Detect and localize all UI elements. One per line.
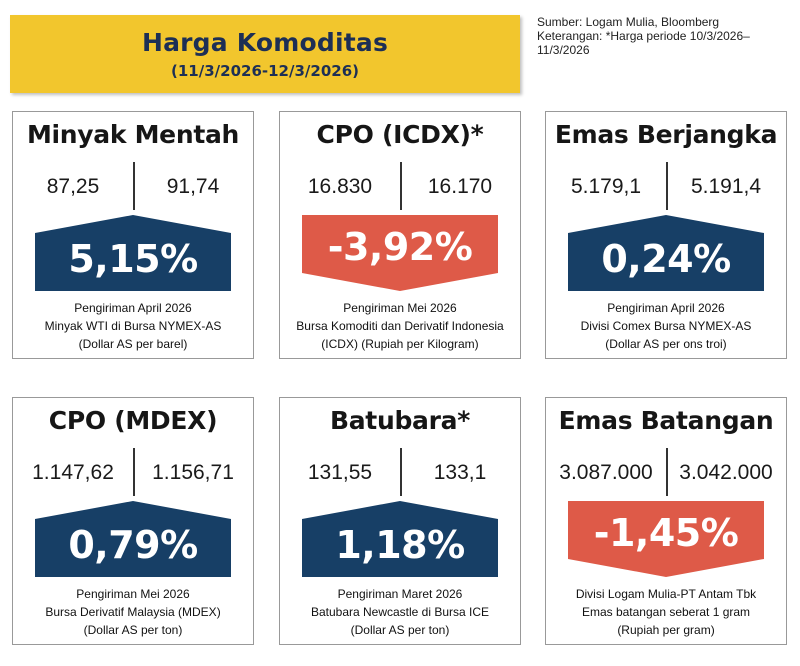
card-title: CPO (ICDX)* <box>316 120 484 149</box>
previous-price: 1.147,62 <box>32 461 114 484</box>
card-title: Emas Batangan <box>558 406 774 435</box>
change-percent: -3,92% <box>327 225 473 269</box>
note-line-continued: 11/3/2026 <box>537 43 590 57</box>
page-title: Harga Komoditas <box>141 28 389 57</box>
price-divider <box>133 448 135 496</box>
current-price: 1.156,71 <box>152 461 234 484</box>
commodity-card-batubara: Batubara* 131,55 133,1 1,18% Pengiriman … <box>279 397 521 645</box>
change-percent: 1,18% <box>335 523 465 567</box>
current-price: 16.170 <box>427 175 493 198</box>
change-indicator: 5,15% <box>35 215 231 291</box>
change-indicator: 1,18% <box>302 501 498 577</box>
change-indicator: -1,45% <box>568 501 764 577</box>
down-arrow-shape <box>302 215 498 291</box>
previous-price: 87,25 <box>46 175 100 198</box>
description-line-3: (ICDX) (Rupiah per Kilogram) <box>321 337 479 351</box>
description-line-1: Pengiriman Mei 2026 <box>76 587 190 601</box>
price-divider <box>133 162 135 210</box>
description-line-3: (Dollar AS per ton) <box>83 623 183 637</box>
commodity-card-emas-batangan: Emas Batangan 3.087.000 3.042.000 -1,45%… <box>545 397 787 645</box>
description-line-3: (Rupiah per gram) <box>617 623 715 637</box>
commodity-card-cpo-icdx: CPO (ICDX)* 16.830 16.170 -3,92% Pengiri… <box>279 111 521 359</box>
change-percent: 5,15% <box>68 237 198 281</box>
change-indicator: 0,24% <box>568 215 764 291</box>
current-price: 3.042.000 <box>679 461 773 484</box>
commodity-card-emas-berjangka: Emas Berjangka 5.179,1 5.191,4 0,24% Pen… <box>545 111 787 359</box>
source-note: Sumber: Logam Mulia, Bloomberg Keteranga… <box>537 15 787 57</box>
change-percent: -1,45% <box>593 511 739 555</box>
current-price: 133,1 <box>433 461 487 484</box>
description-line-2: Emas batangan seberat 1 gram <box>581 605 751 619</box>
current-price: 5.191,4 <box>690 175 762 198</box>
description-line-2: Minyak WTI di Bursa NYMEX-AS <box>44 319 222 333</box>
description-line-2: Divisi Comex Bursa NYMEX-AS <box>580 319 752 333</box>
up-arrow-shape <box>35 215 231 291</box>
description-line-1: Pengiriman Mei 2026 <box>343 301 457 315</box>
description-line-1: Pengiriman Maret 2026 <box>337 587 463 601</box>
card-title: Minyak Mentah <box>26 120 240 149</box>
change-indicator: 0,79% <box>35 501 231 577</box>
previous-price: 131,55 <box>307 461 373 484</box>
note-line: Keterangan: *Harga periode 10/3/2026– <box>537 29 750 43</box>
description-line-3: (Dollar AS per ton) <box>350 623 450 637</box>
description-line-1: Pengiriman April 2026 <box>74 301 192 315</box>
price-row: 1.147,62 1.156,71 <box>13 448 253 496</box>
card-description: Pengiriman Mei 2026 Bursa Derivatif Mala… <box>13 585 253 639</box>
description-line-2: Bursa Komoditi dan Derivatif Indonesia <box>296 319 504 333</box>
previous-price: 16.830 <box>307 175 373 198</box>
price-row: 5.179,1 5.191,4 <box>546 162 786 210</box>
card-title: Batubara* <box>329 406 470 435</box>
description-line-3: (Dollar AS per ons troi) <box>605 337 727 351</box>
up-arrow-shape <box>568 215 764 291</box>
commodity-card-cpo-mdex: CPO (MDEX) 1.147,62 1.156,71 0,79% Pengi… <box>12 397 254 645</box>
card-description: Pengiriman Mei 2026 Bursa Komoditi dan D… <box>280 299 520 353</box>
price-divider <box>400 448 402 496</box>
card-title: CPO (MDEX) <box>48 406 218 435</box>
card-description: Pengiriman April 2026 Divisi Comex Bursa… <box>546 299 786 353</box>
price-row: 16.830 16.170 <box>280 162 520 210</box>
card-description: Pengiriman Maret 2026 Batubara Newcastle… <box>280 585 520 639</box>
up-arrow-shape <box>35 501 231 577</box>
source-line: Sumber: Logam Mulia, Bloomberg <box>537 15 720 29</box>
price-divider <box>666 448 668 496</box>
header-banner: Harga Komoditas (11/3/2026-12/3/2026) <box>10 15 520 93</box>
price-divider <box>400 162 402 210</box>
description-line-3: (Dollar AS per barel) <box>78 337 188 351</box>
card-description: Pengiriman April 2026 Minyak WTI di Burs… <box>13 299 253 353</box>
down-arrow-shape <box>568 501 764 577</box>
up-arrow-shape <box>302 501 498 577</box>
card-description: Divisi Logam Mulia-PT Antam Tbk Emas bat… <box>546 585 786 639</box>
current-price: 91,74 <box>166 175 220 198</box>
description-line-2: Bursa Derivatif Malaysia (MDEX) <box>45 605 221 619</box>
description-line-1: Pengiriman April 2026 <box>607 301 725 315</box>
price-row: 3.087.000 3.042.000 <box>546 448 786 496</box>
price-row: 87,25 91,74 <box>13 162 253 210</box>
price-row: 131,55 133,1 <box>280 448 520 496</box>
previous-price: 3.087.000 <box>559 461 653 484</box>
change-percent: 0,79% <box>68 523 198 567</box>
commodity-card-minyak-mentah: Minyak Mentah 87,25 91,74 5,15% Pengirim… <box>12 111 254 359</box>
description-line-1: Divisi Logam Mulia-PT Antam Tbk <box>575 587 757 601</box>
price-divider <box>666 162 668 210</box>
change-indicator: -3,92% <box>302 215 498 291</box>
previous-price: 5.179,1 <box>570 175 642 198</box>
period-label: (11/3/2026-12/3/2026) <box>171 62 359 80</box>
description-line-2: Batubara Newcastle di Bursa ICE <box>310 605 490 619</box>
card-title: Emas Berjangka <box>554 120 778 149</box>
change-percent: 0,24% <box>601 237 731 281</box>
